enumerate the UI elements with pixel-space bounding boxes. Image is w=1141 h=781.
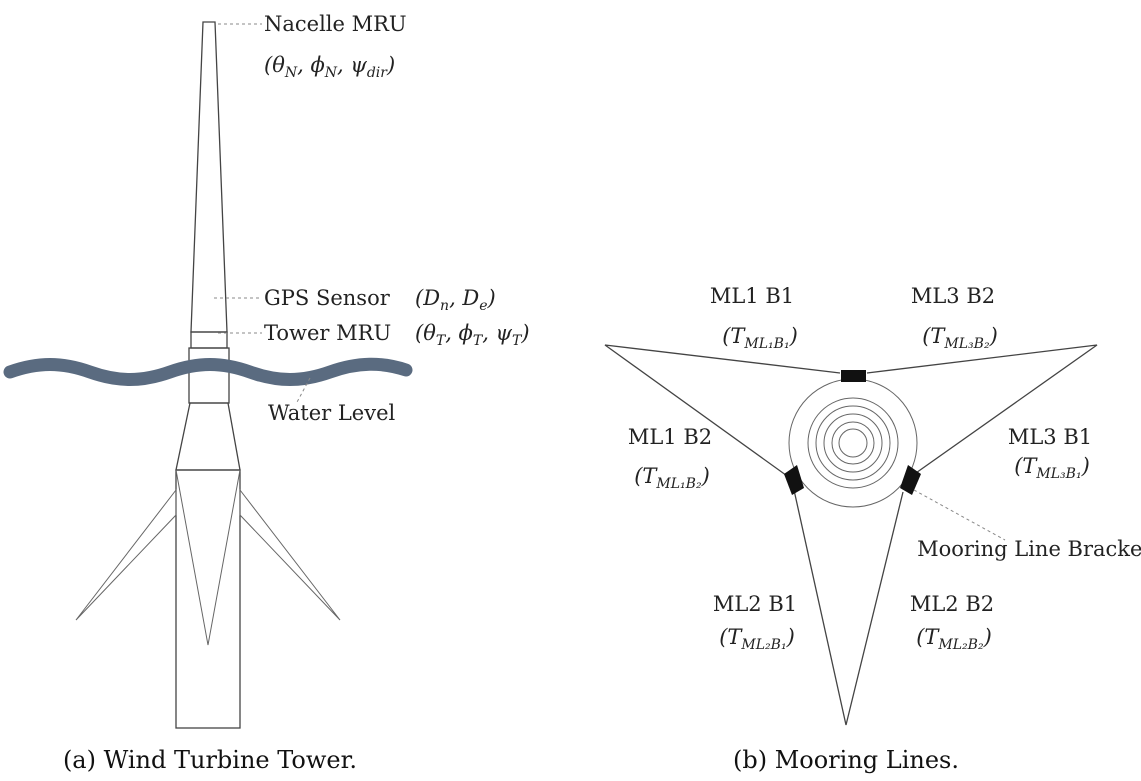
ml3-b2-tension: (TML₃B₂) (922, 324, 998, 352)
mooring-bracket-label: Mooring Line Bracket (917, 537, 1141, 561)
left-brace (75, 488, 177, 621)
tower-caption: (a) Wind Turbine Tower. (63, 746, 357, 774)
gps-sensor-label: GPS Sensor (264, 286, 391, 310)
gps-sensor-math: (Dn, De) (415, 286, 496, 314)
ml3-b1-tension: (TML₃B₁) (1014, 454, 1090, 482)
bracket-right (900, 465, 921, 495)
mooring-line-1 (604, 344, 841, 479)
ml1-b2-label: ML1 B2 (628, 425, 712, 449)
bracket-left (784, 465, 804, 495)
water-leader (295, 377, 311, 405)
bracket-leader (913, 489, 1006, 541)
platform-ring (807, 397, 899, 489)
ml2-b2-tension: (TML₂B₂) (916, 625, 992, 653)
nacelle-mru-math: (θN, ϕN, ψdir) (264, 53, 395, 81)
ml1-b1-tension: (TML₁B₁) (722, 324, 798, 352)
right-brace (239, 488, 341, 621)
tower-mru-section (190, 331, 228, 349)
mooring-lines-diagram: ML1 B1 (TML₁B₁) ML3 B2 (TML₃B₂) ML1 B2 (… (604, 284, 1141, 774)
ml3-b1-label: ML3 B1 (1008, 425, 1092, 449)
ml3-b2-label: ML3 B2 (911, 284, 995, 308)
transition-piece (175, 402, 241, 471)
ml1-b2-tension: (TML₁B₂) (634, 464, 710, 492)
platform-ring (831, 421, 875, 465)
monopile (175, 469, 241, 729)
water-level-wave (3, 357, 413, 386)
mooring-line-3 (866, 344, 1098, 481)
floating-platform (788, 378, 918, 508)
center-brace (175, 469, 241, 646)
platform-ring (823, 413, 883, 473)
tower-mru-math: (θT, ϕT, ψT) (415, 321, 530, 349)
ml2-b2-label: ML2 B2 (910, 592, 994, 616)
tower-base-section (188, 347, 230, 404)
mooring-line-2 (793, 489, 904, 726)
water-level-label: Water Level (268, 401, 396, 425)
wind-turbine-tower: Nacelle MRU (θN, ϕN, ψdir) GPS Sensor (D… (3, 12, 530, 774)
bracket-top (841, 370, 866, 382)
mooring-caption: (b) Mooring Lines. (733, 746, 959, 774)
platform-ring (815, 405, 891, 481)
tower-mru-label: Tower MRU (264, 321, 391, 345)
tower-shaft (190, 21, 228, 333)
ml2-b1-tension: (TML₂B₁) (719, 625, 795, 653)
nacelle-mru-label: Nacelle MRU (264, 12, 407, 36)
platform-ring (838, 428, 868, 458)
ml2-b1-label: ML2 B1 (713, 592, 797, 616)
ml1-b1-label: ML1 B1 (710, 284, 794, 308)
